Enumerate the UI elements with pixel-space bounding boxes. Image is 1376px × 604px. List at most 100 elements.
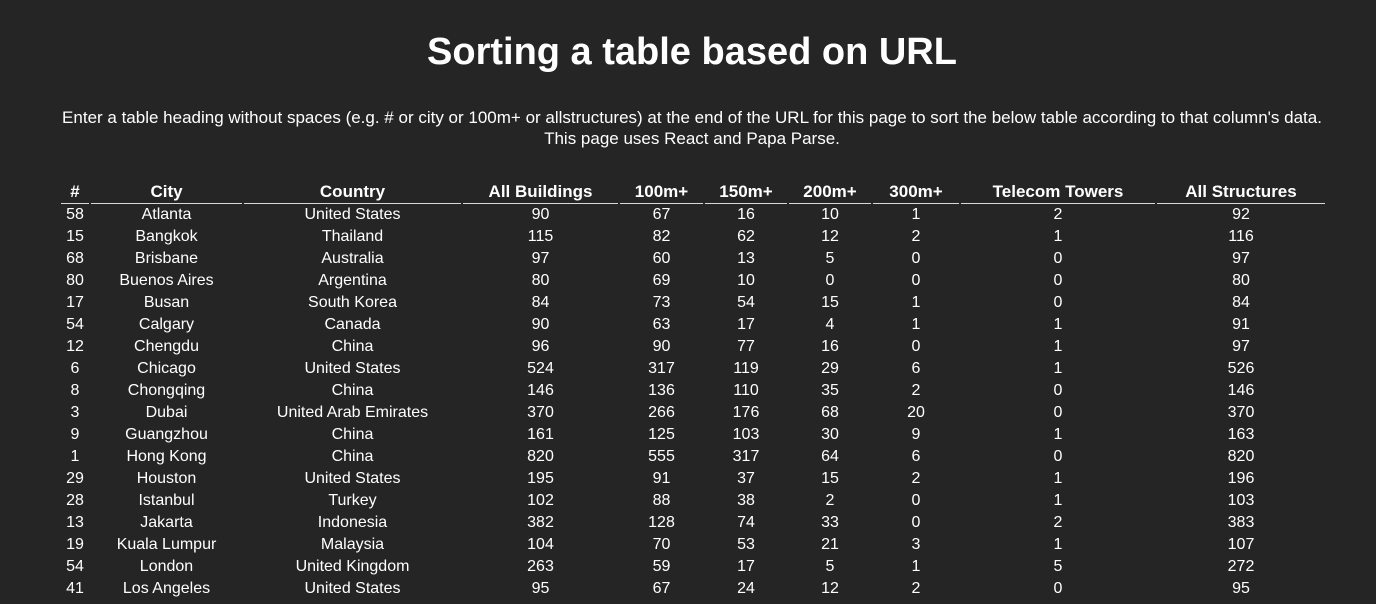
cell-city: Houston [136, 470, 197, 487]
cell-rank: 19 [66, 536, 84, 553]
cell-all-structures: 820 [1227, 448, 1255, 465]
table-row: 54 Calgary Canada 90 63 17 4 1 1 91 [61, 314, 1325, 336]
cell-all-buildings: 90 [531, 316, 550, 333]
cell-100m: 73 [652, 294, 671, 311]
cell-telecom-towers: 1 [1053, 316, 1063, 333]
table-row: 17 Busan South Korea 84 73 54 15 1 0 84 [61, 292, 1325, 314]
page-title: Sorting a table based on URL [427, 31, 957, 73]
cell-all-buildings: 80 [531, 272, 550, 289]
cell-country: United States [304, 470, 401, 487]
skyscraper-table: # City Country All Buildings 100m+ 150m+… [59, 180, 1327, 600]
cell-rank: 28 [66, 492, 84, 509]
table-row: 13 Jakarta Indonesia 382 128 74 33 0 2 383 [61, 512, 1325, 534]
table-row: 8 Chongqing China 146 136 110 35 2 0 146 [61, 380, 1325, 402]
cell-300m: 6 [911, 448, 921, 465]
cell-city: Atlanta [141, 206, 192, 223]
table-body: 58 Atlanta United States 90 67 16 10 1 2 92 15 Bang… [61, 204, 1325, 600]
cell-rank: 15 [66, 228, 84, 245]
cell-150m: 17 [737, 558, 755, 575]
cell-telecom-towers: 0 [1053, 448, 1063, 465]
cell-rank: 29 [66, 470, 84, 487]
cell-150m: 53 [737, 536, 755, 553]
cell-all-structures: 383 [1227, 514, 1255, 531]
cell-300m: 0 [911, 250, 921, 267]
cell-100m: 128 [648, 514, 675, 531]
cell-300m: 1 [911, 558, 921, 575]
cell-country: United States [304, 580, 401, 597]
cell-telecom-towers: 1 [1053, 426, 1063, 443]
cell-100m: 136 [648, 382, 675, 399]
cell-150m: 103 [732, 426, 760, 443]
cell-city: Istanbul [138, 492, 195, 509]
cell-200m: 35 [821, 382, 839, 399]
cell-150m: 24 [737, 580, 755, 597]
cell-city: Jakarta [140, 514, 193, 531]
column-header-rank: # [61, 180, 89, 204]
cell-200m: 33 [821, 514, 839, 531]
cell-300m: 2 [911, 228, 921, 245]
cell-city: Busan [143, 294, 190, 311]
table-row: 28 Istanbul Turkey 102 88 38 2 0 1 103 [61, 490, 1325, 512]
cell-200m: 16 [821, 338, 839, 355]
cell-all-buildings: 820 [527, 448, 554, 465]
cell-300m: 1 [911, 316, 921, 333]
cell-100m: 67 [652, 206, 671, 223]
table-row: 29 Houston United States 195 91 37 15 2 1 196 [61, 468, 1325, 490]
column-header-200m: 200m+ [789, 180, 871, 204]
cell-telecom-towers: 0 [1053, 272, 1063, 289]
table-row: 9 Guangzhou China 161 125 103 30 9 1 163 [61, 424, 1325, 446]
cell-100m: 67 [652, 580, 671, 597]
cell-telecom-towers: 0 [1053, 294, 1063, 311]
cell-all-buildings: 382 [527, 514, 554, 531]
cell-rank: 54 [66, 316, 84, 333]
cell-150m: 62 [737, 228, 755, 245]
cell-150m: 74 [737, 514, 755, 531]
table-row: 54 London United Kingdom 263 59 17 5 1 5 272 [61, 556, 1325, 578]
table-row: 58 Atlanta United States 90 67 16 10 1 2 92 [61, 204, 1325, 226]
cell-100m: 82 [652, 228, 671, 245]
cell-country: China [331, 448, 374, 465]
cell-country: China [331, 338, 374, 355]
cell-city: Dubai [145, 404, 188, 421]
intro-tech-note: This page uses React and Papa Parse. [544, 129, 840, 148]
cell-country: Malaysia [320, 536, 385, 553]
cell-telecom-towers: 1 [1053, 492, 1063, 509]
cell-300m: 0 [911, 338, 921, 355]
cell-150m: 10 [737, 272, 755, 289]
cell-300m: 3 [911, 536, 921, 553]
intro-text: Enter a table heading without spaces (e.… [0, 107, 1376, 149]
cell-rank: 80 [66, 272, 84, 289]
cell-300m: 20 [907, 404, 925, 421]
cell-country: Turkey [328, 492, 377, 509]
cell-100m: 69 [652, 272, 671, 289]
cell-200m: 15 [821, 294, 839, 311]
cell-telecom-towers: 1 [1053, 536, 1063, 553]
cell-300m: 0 [911, 492, 921, 509]
cell-all-buildings: 102 [527, 492, 554, 509]
cell-200m: 4 [825, 316, 835, 333]
cell-200m: 68 [821, 404, 839, 421]
cell-city: Los Angeles [122, 580, 211, 597]
intro-instructions: Enter a table heading without spaces (e.… [62, 108, 1322, 127]
cell-100m: 555 [648, 448, 675, 465]
table-row: 6 Chicago United States 524 317 119 29 6 1 526 [61, 358, 1325, 380]
cell-150m: 54 [737, 294, 755, 311]
cell-all-buildings: 263 [527, 558, 554, 575]
cell-rank: 54 [66, 558, 84, 575]
cell-country: China [331, 382, 374, 399]
cell-rank: 3 [70, 404, 80, 421]
cell-country: United Kingdom [295, 558, 410, 575]
cell-200m: 30 [821, 426, 839, 443]
cell-all-structures: 526 [1227, 360, 1255, 377]
cell-all-buildings: 161 [527, 426, 554, 443]
cell-all-structures: 80 [1232, 272, 1250, 289]
cell-150m: 13 [737, 250, 755, 267]
cell-telecom-towers: 0 [1053, 580, 1063, 597]
cell-300m: 6 [911, 360, 921, 377]
cell-telecom-towers: 2 [1053, 206, 1063, 223]
cell-city: Hong Kong [126, 448, 207, 465]
cell-city: Chengdu [134, 338, 199, 355]
cell-rank: 6 [70, 360, 80, 377]
cell-300m: 9 [911, 426, 921, 443]
column-header-city: City [91, 180, 242, 204]
